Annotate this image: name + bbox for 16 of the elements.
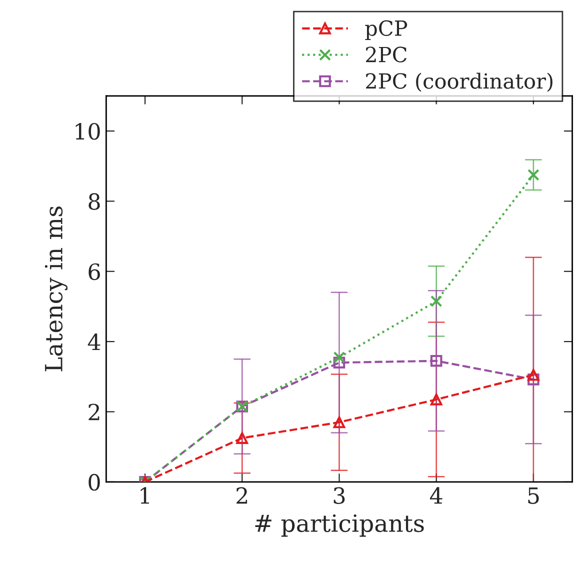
x-tick-label: 4 — [430, 487, 442, 504]
y-tick-label: 8 — [88, 193, 100, 210]
x-tick-label: 3 — [334, 487, 345, 504]
y-tick-label: 2 — [88, 404, 100, 420]
y-tick-label: 4 — [88, 334, 100, 350]
y-tick-label: 10 — [76, 122, 100, 140]
y-tick-label: 6 — [88, 263, 100, 280]
x-tick-label: 1 — [140, 487, 149, 504]
legend-label: pCP — [365, 20, 408, 40]
legend-label: 2PC (coordinator) — [366, 72, 552, 92]
y-axis-title: Latency in ms — [44, 206, 68, 372]
x-tick-label: 2 — [236, 487, 248, 504]
x-tick-label: 5 — [528, 487, 539, 504]
x-axis-title: # participants — [255, 514, 424, 537]
y-tick-label: 0 — [88, 474, 100, 491]
legend-label: 2PC — [366, 46, 407, 62]
